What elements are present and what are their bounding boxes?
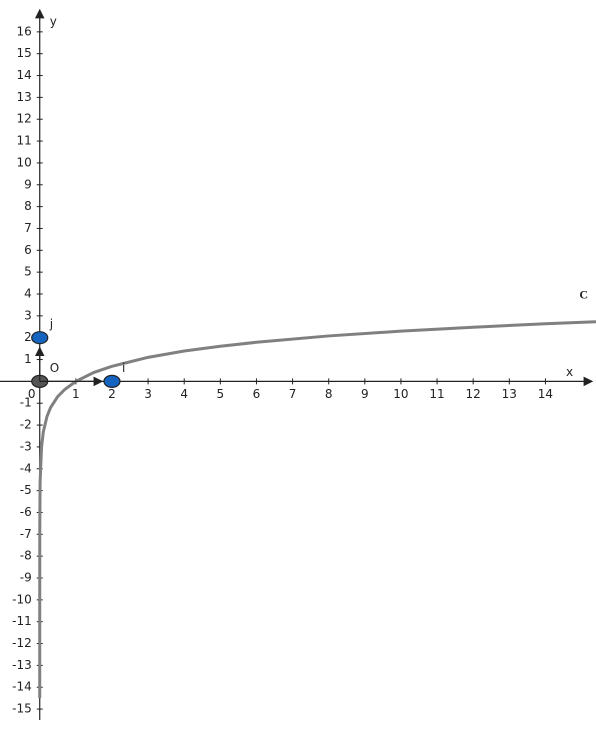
x-tick-label: 2 <box>108 387 116 401</box>
x-tick-label: 9 <box>361 387 369 401</box>
y-tick-label: 7 <box>24 221 32 235</box>
y-tick-label: 12 <box>16 112 31 126</box>
x-tick-label: 13 <box>502 387 517 401</box>
y-tick-label: 8 <box>24 199 32 213</box>
y-tick-label: -7 <box>20 527 32 541</box>
y-tick-label: -1 <box>20 396 32 410</box>
x-tick-label: 5 <box>217 387 225 401</box>
y-tick-label: -9 <box>20 571 32 585</box>
y-tick-label: -4 <box>20 461 32 475</box>
y-tick-label: 14 <box>16 68 31 82</box>
y-tick-label: 5 <box>24 265 32 279</box>
x-axis-label: x <box>566 365 573 379</box>
curve <box>38 320 596 699</box>
y-tick-label: 15 <box>16 46 31 60</box>
y-tick-label: 9 <box>24 177 32 191</box>
y-tick-label: -10 <box>12 592 32 606</box>
y-tick-label: -13 <box>12 658 32 672</box>
x-tick-label: 8 <box>325 387 333 401</box>
y-tick-label: 11 <box>16 134 31 148</box>
y-tick-label: 6 <box>24 243 32 257</box>
y-tick-label: -11 <box>12 614 32 628</box>
y-tick-label: -15 <box>12 702 32 716</box>
x-tick-label: 7 <box>289 387 297 401</box>
y-tick-label: 10 <box>16 155 31 169</box>
x-tick-label: 0 <box>28 387 36 401</box>
x-tick-label: 11 <box>429 387 444 401</box>
point <box>31 331 49 345</box>
x-tick-label: 3 <box>144 387 152 401</box>
y-tick-label: -12 <box>12 636 32 650</box>
point-label: i <box>122 361 125 375</box>
point-label: O <box>50 361 59 375</box>
x-tick-label: 6 <box>253 387 261 401</box>
point-label: j <box>49 317 53 331</box>
y-tick-label: 16 <box>16 24 31 38</box>
curve-label: C <box>579 287 588 301</box>
y-tick-label: -5 <box>20 483 32 497</box>
y-tick-label: -8 <box>20 549 32 563</box>
y-tick-label: 4 <box>24 287 32 301</box>
y-tick-label: 3 <box>24 308 32 322</box>
x-tick-label: 14 <box>538 387 553 401</box>
point <box>103 374 121 388</box>
y-tick-label: 13 <box>16 90 31 104</box>
x-tick-label: 4 <box>180 387 188 401</box>
y-tick-label: 2 <box>24 330 32 344</box>
y-axis-label: y <box>50 15 57 29</box>
y-tick-label: 1 <box>24 352 32 366</box>
y-tick-label: -3 <box>20 439 32 453</box>
x-tick-label: 1 <box>72 387 80 401</box>
x-tick-label: 12 <box>466 387 481 401</box>
y-tick-label: -14 <box>12 680 32 694</box>
y-tick-label: -6 <box>20 505 32 519</box>
x-tick-label: 10 <box>393 387 408 401</box>
y-tick-label: -2 <box>20 418 32 432</box>
